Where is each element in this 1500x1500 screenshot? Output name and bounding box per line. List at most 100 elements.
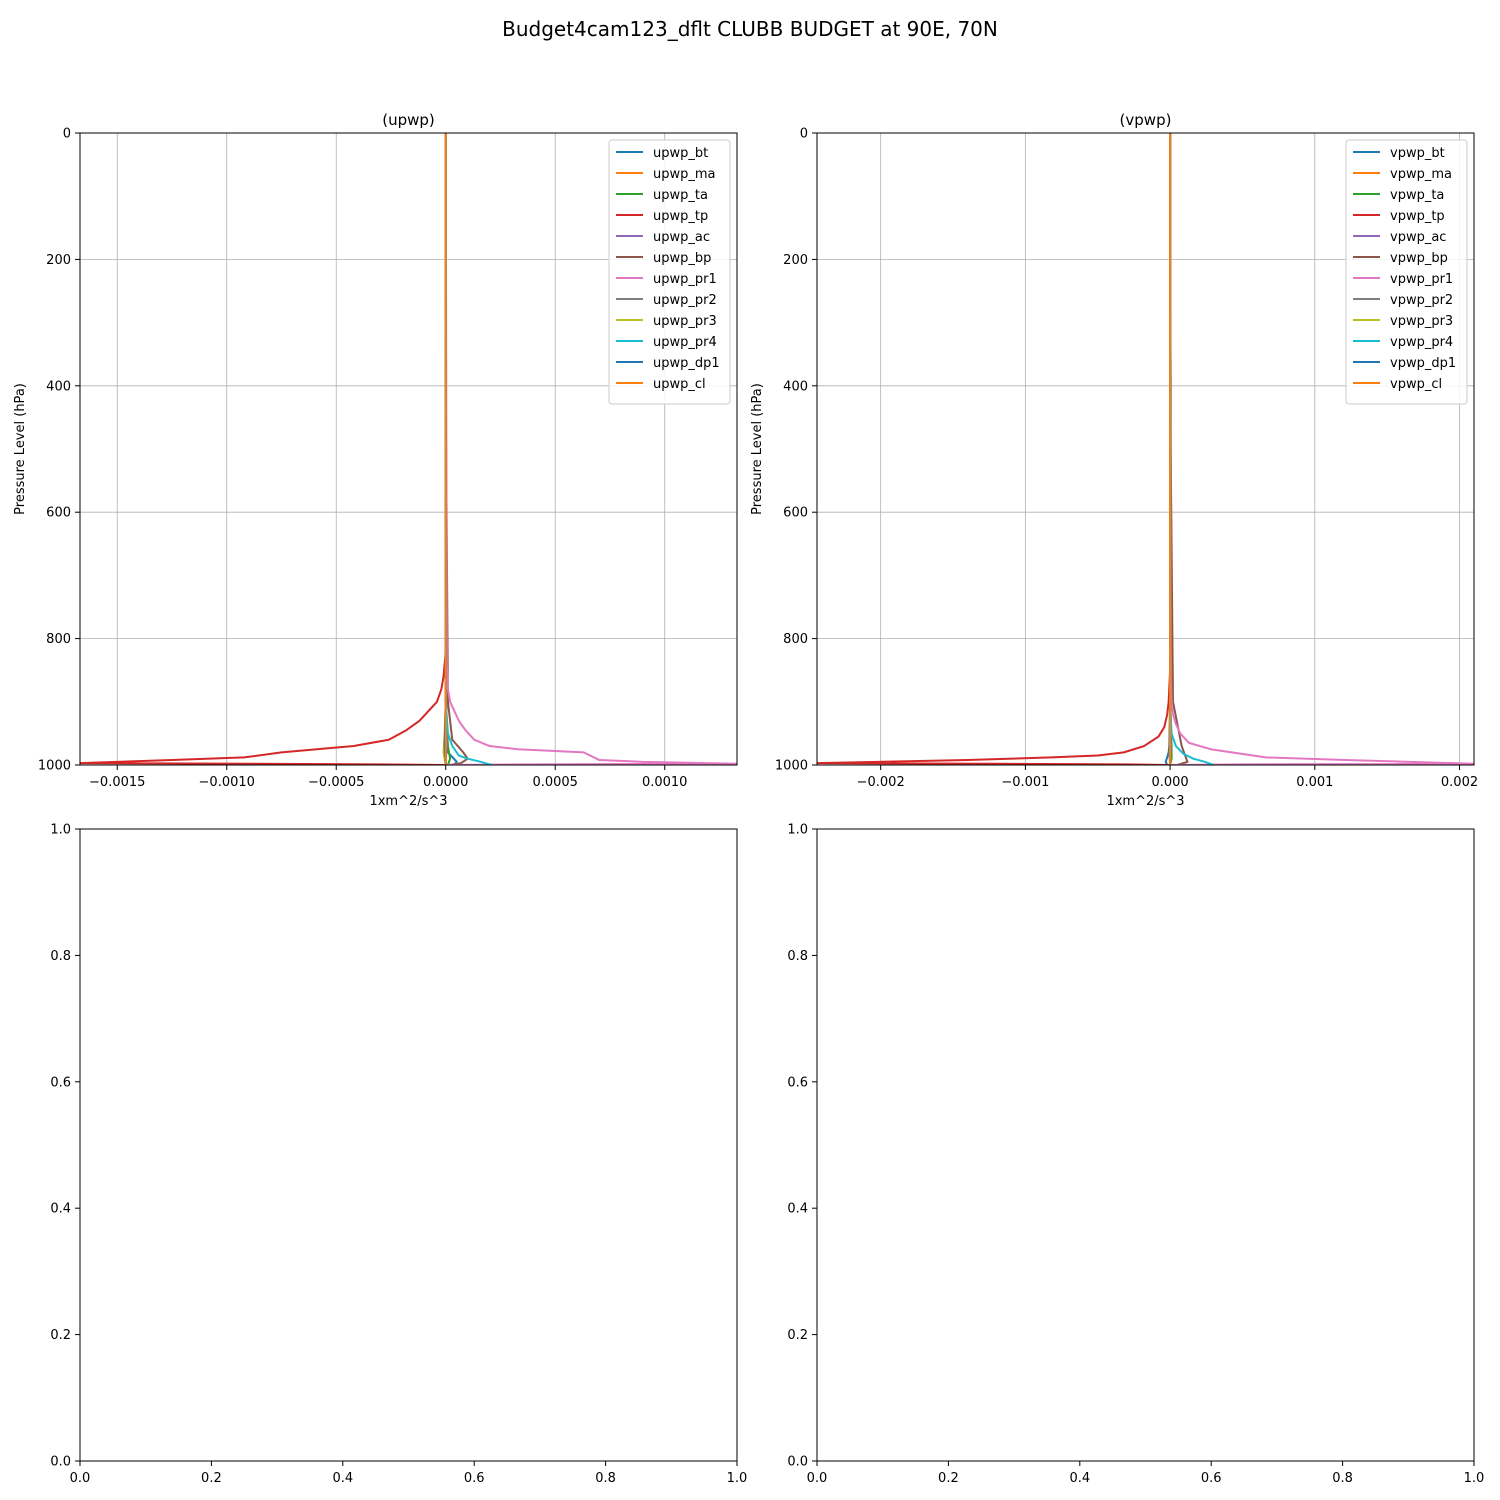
series-line-vpwp_bp	[1169, 133, 1189, 765]
y-axis-label: Pressure Level (hPa)	[750, 383, 765, 515]
y-tick-label-4: 0.8	[787, 949, 808, 964]
legend-label-vpwp_bt: vpwp_bt	[1390, 146, 1445, 161]
legend-label-vpwp_bp: vpwp_bp	[1390, 251, 1448, 266]
y-tick-label-1: 0.2	[50, 1328, 71, 1343]
x-tick-label-4: 0.0005	[532, 775, 578, 790]
series-line-upwp_bp	[444, 133, 469, 765]
y-axis-label: Pressure Level (hPa)	[13, 383, 28, 515]
y-tick-label-1: 0.2	[787, 1328, 808, 1343]
x-tick-label-3: 0.001	[1296, 775, 1333, 790]
x-tick-label-0: −0.002	[857, 775, 905, 790]
axes-frame	[79, 132, 738, 766]
legend-label-vpwp_dp1: vpwp_dp1	[1390, 356, 1456, 371]
series-line-vpwp_pr1	[1169, 133, 1474, 765]
series-group	[80, 133, 737, 765]
series-line-upwp_pr4	[444, 133, 492, 765]
y-tick-label-5: 1000	[38, 759, 71, 774]
legend-label-vpwp_pr2: vpwp_pr2	[1390, 293, 1453, 308]
legend-label-upwp_pr1: upwp_pr1	[653, 272, 717, 287]
subplot-3: 0.0 0.2 0.4 0.6 0.8 1.0 0.0 0.2 0.4 0.6 0.8 1.0	[50, 823, 747, 1487]
x-tick-label-5: 0.0010	[642, 775, 688, 790]
x-tick-label-0: 0.0	[807, 1471, 828, 1486]
y-tick-label-2: 400	[46, 379, 71, 394]
legend-label-vpwp_pr4: vpwp_pr4	[1390, 335, 1453, 350]
x-tick-label-0: 0.0	[70, 1471, 91, 1486]
legend-label-upwp_bt: upwp_bt	[653, 146, 708, 161]
x-tick-label-1: −0.001	[1001, 775, 1049, 790]
y-tick-label-2: 400	[783, 379, 808, 394]
y-tick-label-3: 600	[46, 506, 71, 521]
series-line-vpwp_pr4	[1169, 133, 1214, 765]
legend-label-upwp_bp: upwp_bp	[653, 251, 711, 266]
legend-label-upwp_dp1: upwp_dp1	[653, 356, 720, 371]
y-tick-label-4: 800	[46, 632, 71, 647]
y-tick-label-5: 1000	[775, 759, 808, 774]
legend-label-upwp_tp: upwp_tp	[653, 209, 708, 224]
legend-label-vpwp_ac: vpwp_ac	[1390, 230, 1446, 245]
y-tick-label-1: 200	[46, 253, 71, 268]
x-tick-label-2: 0.4	[1069, 1471, 1090, 1486]
subplot-2: −0.002 −0.001 0.000 0.001 0.002 0 200 400 600 800…	[750, 111, 1478, 809]
series-group	[817, 133, 1474, 765]
legend-label-vpwp_pr3: vpwp_pr3	[1390, 314, 1453, 329]
legend-label-vpwp_ta: vpwp_ta	[1390, 188, 1444, 203]
x-tick-label-5: 1.0	[727, 1471, 748, 1486]
x-tick-label-1: 0.2	[201, 1471, 222, 1486]
legend-label-upwp_pr2: upwp_pr2	[653, 293, 717, 308]
subplot-4: 0.0 0.2 0.4 0.6 0.8 1.0 0.0 0.2 0.4 0.6 0.8 1.0	[787, 823, 1484, 1487]
legend-label-upwp_cl: upwp_cl	[653, 377, 706, 392]
y-tick-label-0: 0	[800, 127, 808, 142]
x-tick-label-4: 0.8	[595, 1471, 616, 1486]
subplot-1: −0.0015 −0.0010 −0.0005 0.0000 0.0005 0.0010 0…	[13, 111, 738, 809]
series-line-upwp_tp	[80, 133, 447, 765]
x-tick-label-2: 0.4	[332, 1471, 353, 1486]
legend-label-vpwp_pr1: vpwp_pr1	[1390, 272, 1453, 287]
legend-label-upwp_pr4: upwp_pr4	[653, 335, 717, 350]
legend-box	[608, 139, 731, 405]
y-tick-label-1: 200	[783, 253, 808, 268]
y-tick-label-0: 0.0	[787, 1455, 808, 1470]
y-tick-label-5: 1.0	[50, 823, 71, 838]
x-tick-label-0: −0.0015	[89, 775, 145, 790]
subplot-grid: −0.0015 −0.0010 −0.0005 0.0000 0.0005 0.00100…	[13, 111, 1484, 1486]
y-tick-label-0: 0.0	[50, 1455, 71, 1470]
y-tick-label-5: 1.0	[787, 823, 808, 838]
y-tick-label-0: 0	[63, 127, 71, 142]
y-tick-label-4: 800	[783, 632, 808, 647]
legend-label-vpwp_tp: vpwp_tp	[1390, 209, 1445, 224]
axes-frame	[79, 828, 738, 1462]
axes-frame	[816, 132, 1475, 766]
legend-label-vpwp_ma: vpwp_ma	[1390, 167, 1452, 182]
subplot-title: (upwp)	[382, 111, 435, 129]
x-tick-label-1: 0.2	[938, 1471, 959, 1486]
subplot-title: (vpwp)	[1120, 111, 1172, 129]
y-tick-label-3: 600	[783, 506, 808, 521]
legend-label-vpwp_cl: vpwp_cl	[1390, 377, 1442, 392]
legend-label-upwp_pr3: upwp_pr3	[653, 314, 717, 329]
y-tick-label-2: 0.4	[50, 1202, 71, 1217]
legend: vpwp_bt vpwp_ma vpwp_ta vpwp_tp vpwp_ac vpwp_…	[1345, 139, 1468, 405]
axes-frame	[816, 828, 1475, 1462]
x-axis-label: 1xm^2/s^3	[1106, 794, 1184, 809]
y-tick-label-3: 0.6	[787, 1075, 808, 1090]
legend: upwp_bt upwp_ma upwp_ta upwp_tp upwp_ac upwp_…	[608, 139, 731, 405]
legend-label-upwp_ma: upwp_ma	[653, 167, 716, 182]
x-tick-label-5: 1.0	[1464, 1471, 1485, 1486]
x-tick-label-3: 0.6	[1201, 1471, 1222, 1486]
x-tick-label-3: 0.0000	[423, 775, 469, 790]
x-tick-label-4: 0.8	[1332, 1471, 1353, 1486]
legend-label-upwp_ac: upwp_ac	[653, 230, 710, 245]
series-line-vpwp_tp	[817, 133, 1172, 765]
y-tick-label-2: 0.4	[787, 1202, 808, 1217]
series-line-upwp_pr1	[444, 133, 737, 765]
x-axis-label: 1xm^2/s^3	[369, 794, 447, 809]
y-tick-label-4: 0.8	[50, 949, 71, 964]
x-tick-label-3: 0.6	[464, 1471, 485, 1486]
y-tick-label-3: 0.6	[50, 1075, 71, 1090]
x-tick-label-2: −0.0005	[308, 775, 364, 790]
x-tick-label-2: 0.000	[1151, 775, 1188, 790]
legend-label-upwp_ta: upwp_ta	[653, 188, 708, 203]
legend-box	[1345, 139, 1468, 405]
figure-title: Budget4cam123_dflt CLUBB BUDGET at 90E, …	[502, 17, 998, 41]
